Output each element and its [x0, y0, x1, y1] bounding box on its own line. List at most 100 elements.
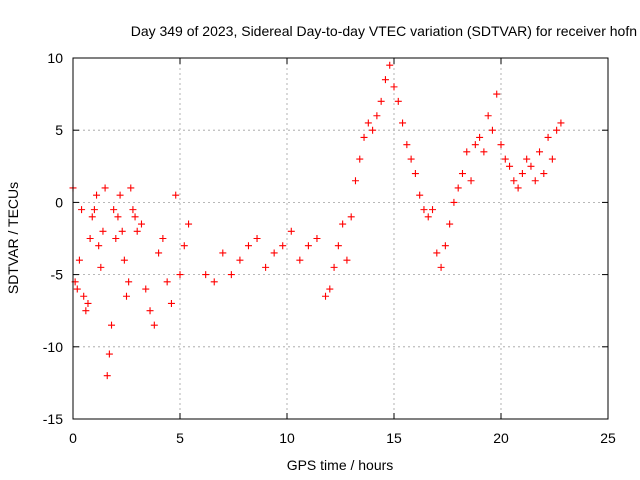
data-point	[441, 242, 449, 250]
data-point	[446, 220, 454, 228]
data-point	[129, 206, 137, 214]
data-point	[369, 126, 377, 134]
y-tick-label: -5	[51, 267, 64, 283]
data-point	[88, 213, 96, 221]
data-point	[501, 155, 509, 163]
data-point	[523, 155, 531, 163]
data-point	[480, 148, 488, 156]
data-point	[112, 235, 120, 242]
data-point	[527, 162, 535, 170]
data-point	[150, 321, 158, 329]
data-point	[351, 177, 359, 185]
data-point	[78, 206, 86, 214]
data-point	[142, 285, 150, 293]
x-tick-label: 10	[279, 430, 295, 446]
data-point	[127, 184, 135, 192]
y-tick-label: -10	[43, 339, 63, 355]
data-point	[548, 155, 556, 163]
data-point	[454, 184, 462, 192]
data-point	[377, 97, 385, 105]
data-point	[105, 350, 113, 358]
data-point	[476, 133, 484, 141]
data-point	[416, 191, 424, 199]
data-point	[253, 235, 261, 242]
data-point	[185, 220, 193, 228]
data-point	[202, 271, 210, 279]
data-point	[244, 242, 252, 250]
x-axis: 0 5 10 15 20 25	[69, 58, 616, 446]
data-point	[458, 170, 466, 178]
data-point	[514, 184, 522, 192]
data-point	[403, 141, 411, 149]
data-point	[373, 112, 381, 120]
data-point	[557, 119, 565, 127]
data-point	[180, 242, 188, 250]
chart-title: Day 349 of 2023, Sidereal Day-to-day VTE…	[131, 23, 637, 39]
data-point	[506, 162, 514, 170]
data-point	[120, 256, 128, 264]
data-point	[101, 184, 109, 192]
data-point	[262, 263, 270, 271]
data-point	[429, 206, 437, 214]
data-point	[381, 76, 389, 84]
data-point	[394, 97, 402, 105]
data-point	[270, 249, 278, 257]
y-tick-label: 5	[55, 122, 63, 138]
data-point	[90, 206, 98, 214]
x-tick-label: 15	[386, 430, 402, 446]
x-tick-label: 25	[600, 430, 616, 446]
y-tick-label: 10	[47, 50, 63, 66]
data-point	[167, 299, 175, 307]
data-point	[95, 242, 103, 250]
data-point	[420, 206, 428, 214]
data-point	[399, 119, 407, 127]
data-point	[146, 307, 154, 315]
data-point	[518, 170, 526, 178]
data-point	[531, 177, 539, 185]
data-point	[313, 235, 321, 242]
data-point	[176, 271, 184, 279]
data-point	[219, 249, 227, 257]
data-point	[360, 133, 368, 141]
data-point	[326, 285, 334, 293]
y-axis: -15 -10 -5 0 5 10	[43, 50, 608, 427]
data-point	[159, 235, 167, 242]
data-point	[279, 242, 287, 250]
data-point	[110, 206, 118, 214]
data-point	[347, 213, 355, 221]
data-point	[553, 126, 561, 134]
data-series	[69, 61, 565, 380]
data-point	[296, 256, 304, 264]
data-point	[80, 292, 88, 300]
data-point	[236, 256, 244, 264]
data-point	[210, 278, 218, 286]
data-point	[133, 227, 141, 235]
data-point	[75, 256, 83, 264]
x-axis-label: GPS time / hours	[287, 457, 394, 473]
data-point	[114, 213, 122, 221]
data-point	[424, 213, 432, 221]
grid	[73, 58, 608, 419]
data-point	[108, 321, 116, 329]
data-point	[123, 292, 130, 300]
y-tick-label: 0	[55, 194, 63, 210]
data-point	[510, 177, 518, 185]
data-point	[99, 227, 107, 235]
data-point	[343, 256, 351, 264]
data-point	[125, 278, 133, 286]
x-tick-label: 0	[69, 430, 77, 446]
data-point	[467, 177, 475, 185]
data-point	[334, 242, 342, 250]
plot-frame	[72, 57, 609, 420]
data-point	[103, 372, 111, 380]
data-point	[484, 112, 492, 120]
data-point	[73, 285, 81, 293]
data-point	[356, 155, 364, 163]
data-point	[433, 249, 441, 257]
data-point	[536, 148, 544, 156]
data-point	[287, 227, 295, 235]
data-point	[471, 141, 479, 149]
data-point	[407, 155, 415, 163]
data-point	[544, 133, 552, 141]
data-point	[137, 220, 145, 228]
